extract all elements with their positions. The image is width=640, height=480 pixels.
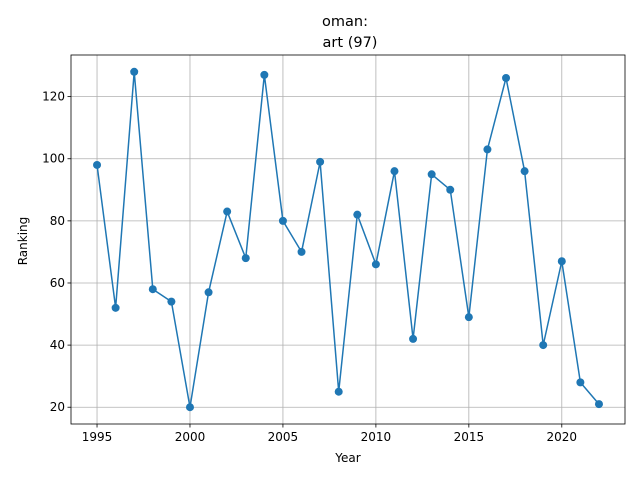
data-point: [464, 313, 473, 322]
data-point: [446, 185, 455, 194]
data-point: [297, 247, 306, 256]
y-axis-label: Ranking: [16, 217, 30, 266]
x-tick-label: 2000: [175, 430, 206, 444]
data-point: [409, 334, 418, 343]
data-point: [223, 207, 232, 216]
data-point: [483, 145, 492, 154]
chart-title-line-1: oman:: [322, 14, 368, 30]
data-point: [371, 260, 380, 269]
data-point: [260, 70, 269, 79]
data-point: [241, 254, 250, 263]
plot-frame: [70, 54, 626, 425]
chart-title-line-2: art (97): [323, 35, 378, 51]
x-axis-label: Year: [334, 451, 360, 465]
data-point: [93, 160, 102, 169]
series-line: [96, 71, 600, 408]
data-point: [502, 73, 511, 82]
y-tick-label: 40: [50, 338, 65, 352]
data-point: [557, 257, 566, 266]
data-point: [148, 285, 157, 294]
data-point: [167, 297, 176, 306]
data-point: [390, 167, 399, 176]
data-point: [539, 341, 548, 350]
data-point: [594, 400, 603, 409]
y-tick-label: 120: [42, 90, 65, 104]
data-point: [316, 157, 325, 166]
y-tick-label: 20: [50, 400, 65, 414]
y-tick-label: 60: [50, 276, 65, 290]
data-point: [520, 167, 529, 176]
x-tick-label: 2015: [454, 430, 485, 444]
x-tick-label: 2005: [268, 430, 299, 444]
data-point: [185, 403, 194, 412]
y-axis: 20 40 60 80 100 120: [42, 90, 71, 414]
data-point: [576, 378, 585, 387]
data-point: [278, 216, 287, 225]
x-tick-label: 2020: [547, 430, 578, 444]
data-point: [130, 67, 139, 76]
y-tick-label: 100: [42, 152, 65, 166]
data-point: [427, 170, 436, 179]
x-tick-label: 1995: [82, 430, 113, 444]
data-point: [353, 210, 362, 219]
x-axis: 1995 2000 2005 2010 2015 2020: [82, 424, 577, 444]
x-tick-label: 2010: [361, 430, 392, 444]
data-point: [111, 303, 120, 312]
grid-lines: [71, 55, 625, 424]
data-point: [334, 387, 343, 396]
data-point: [204, 288, 213, 297]
series-layer: [93, 67, 603, 412]
y-tick-label: 80: [50, 214, 65, 228]
